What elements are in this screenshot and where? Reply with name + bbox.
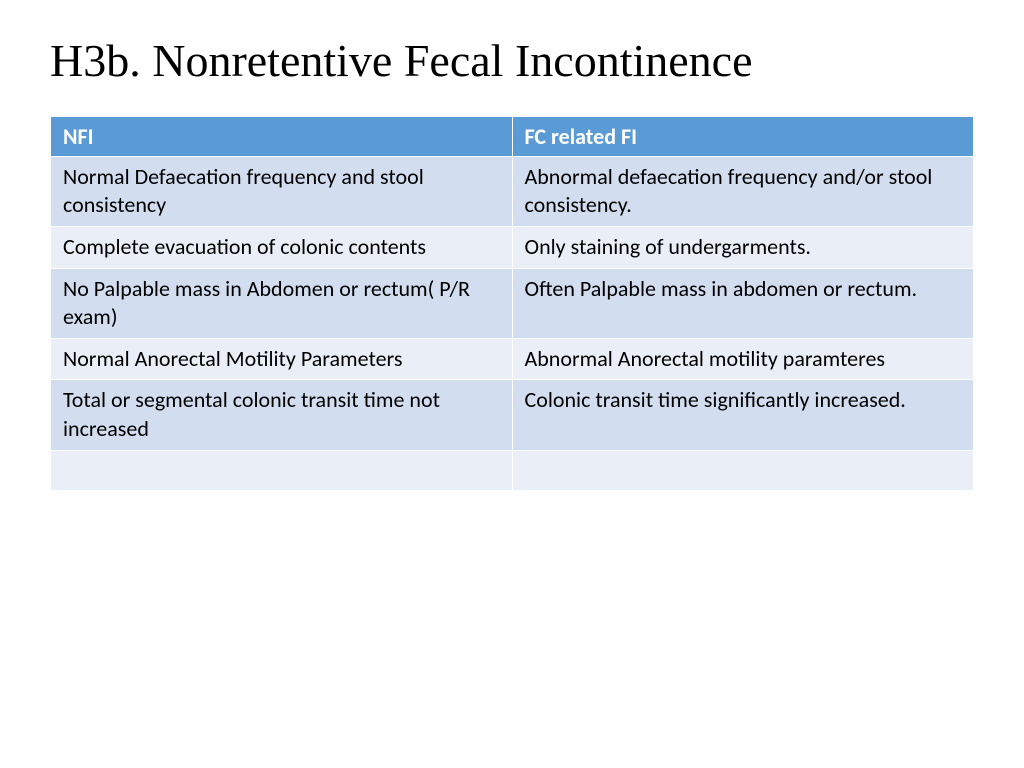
- table-cell: Often Palpable mass in abdomen or rectum…: [512, 268, 974, 338]
- table-cell: Total or segmental colonic transit time …: [51, 380, 513, 450]
- table-cell: Only staining of undergarments.: [512, 227, 974, 269]
- table-cell: [51, 450, 513, 490]
- table-row: [51, 450, 974, 490]
- table-cell: Normal Defaecation frequency and stool c…: [51, 156, 513, 226]
- table-header-row: NFI FC related FI: [51, 116, 974, 156]
- table-row: Total or segmental colonic transit time …: [51, 380, 974, 450]
- table-cell: Abnormal Anorectal motility paramteres: [512, 338, 974, 380]
- table-header-nfi: NFI: [51, 116, 513, 156]
- table-header-fc: FC related FI: [512, 116, 974, 156]
- table-cell: Normal Anorectal Motility Parameters: [51, 338, 513, 380]
- table-cell: No Palpable mass in Abdomen or rectum( P…: [51, 268, 513, 338]
- table-row: Complete evacuation of colonic contents …: [51, 227, 974, 269]
- table-cell: Abnormal defaecation frequency and/or st…: [512, 156, 974, 226]
- table-cell: Colonic transit time significantly incre…: [512, 380, 974, 450]
- table-row: Normal Anorectal Motility Parameters Abn…: [51, 338, 974, 380]
- table-row: No Palpable mass in Abdomen or rectum( P…: [51, 268, 974, 338]
- comparison-table: NFI FC related FI Normal Defaecation fre…: [50, 116, 974, 491]
- table-cell: [512, 450, 974, 490]
- table-row: Normal Defaecation frequency and stool c…: [51, 156, 974, 226]
- slide-title: H3b. Nonretentive Fecal Incontinence: [50, 35, 974, 88]
- table-cell: Complete evacuation of colonic contents: [51, 227, 513, 269]
